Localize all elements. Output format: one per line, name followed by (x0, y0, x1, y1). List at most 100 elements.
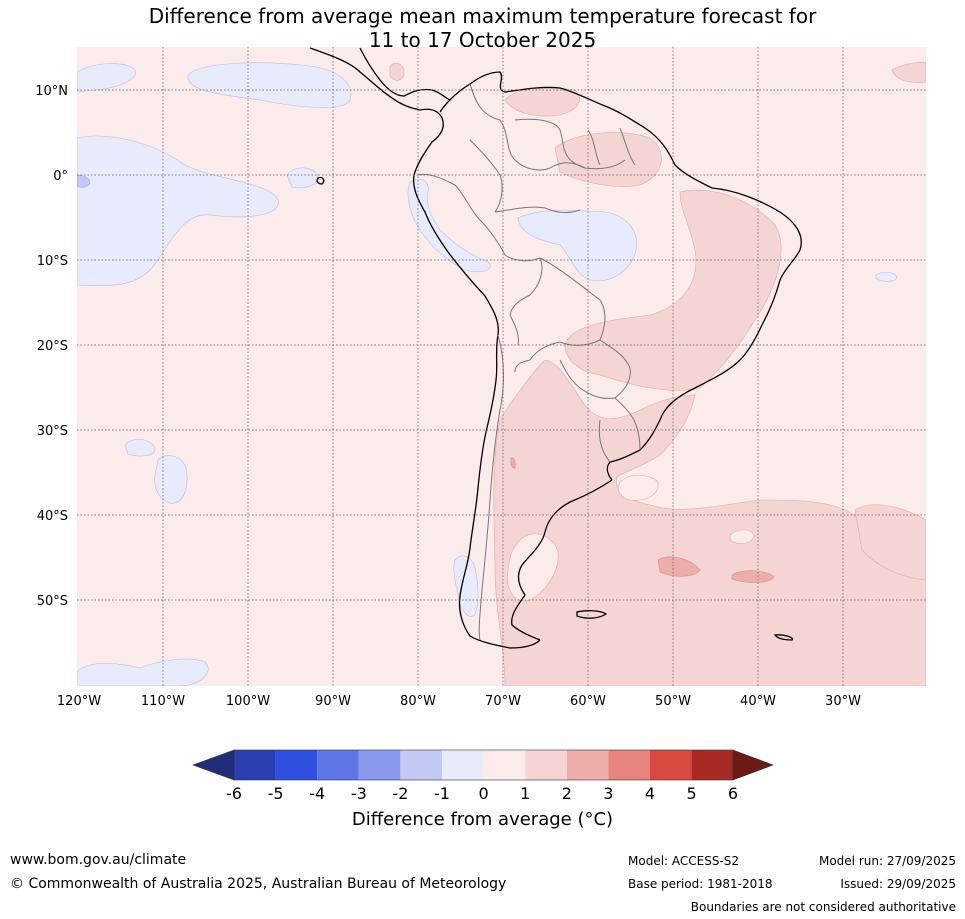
lat-label-10n: 10°N (35, 84, 68, 99)
lon-label-120w: 120°W (57, 694, 101, 709)
cool-region-south-pacific-small (124, 439, 156, 457)
colorbar-title: Difference from average (°C) (351, 809, 614, 830)
coastline-argentina-atlantic (511, 479, 613, 641)
colorbar-segment-neg5-neg4 (275, 750, 318, 780)
colorbar-label-neg4: -4 (309, 784, 325, 803)
colorbar-segment-2-3 (566, 750, 609, 780)
colorbar-label-6: 6 (728, 784, 738, 803)
colorbar-label-neg2: -2 (392, 784, 408, 803)
coastline-falklands (576, 610, 608, 619)
neutral-pocket-south-atlantic (729, 529, 755, 544)
copyright-notice: © Commonwealth of Australia 2025, Austra… (10, 876, 507, 892)
border-bolivia (514, 257, 606, 373)
title-line-1: Difference from average mean maximum tem… (148, 4, 817, 28)
warm-spot-andes (510, 457, 516, 469)
lon-label-70w: 70°W (485, 694, 521, 709)
coastline-galapagos (316, 176, 325, 185)
cool-region-equatorial-pacific (77, 135, 279, 286)
cool-region-far-south (77, 658, 209, 686)
colorbar-label-3: 3 (603, 784, 613, 803)
lat-label-10s: 10°S (37, 254, 68, 269)
lon-label-40w: 40°W (740, 694, 776, 709)
warm-region-south-atlantic-east (854, 504, 926, 581)
colorbar-segment-neg3-neg2 (358, 750, 401, 780)
model-name: Model: ACCESS-S2 (628, 854, 740, 868)
colorbar-label-neg3: -3 (351, 784, 367, 803)
colorbar-segment-5-6 (691, 750, 734, 780)
colorbar-label-0: 0 (479, 784, 489, 803)
cool-region-amazon (517, 210, 637, 282)
border-guianas (587, 127, 636, 166)
lon-label-90w: 90°W (315, 694, 351, 709)
cool-region-galapagos (286, 167, 319, 189)
boundaries-disclaimer: Boundaries are not considered authoritat… (690, 900, 956, 914)
lat-label-20s: 20°S (37, 339, 68, 354)
warm-region-north-atlantic (891, 61, 926, 83)
border-venezuela (514, 118, 626, 170)
lon-label-110w: 110°W (141, 694, 185, 709)
warm-region-brazil-east (564, 189, 782, 391)
lat-label-30s: 30°S (37, 424, 68, 439)
colorbar-label-neg1: -1 (434, 784, 450, 803)
colorbar-label-2: 2 (562, 784, 572, 803)
border-colombia (469, 83, 586, 213)
colorbar-segment-neg2-neg1 (400, 750, 442, 780)
colorbar-segment-neg1-0 (442, 750, 484, 780)
colorbar-segment-neg4-neg3 (317, 750, 359, 780)
colorbar-label-neg6: -6 (226, 784, 242, 803)
lon-label-100w: 100°W (226, 694, 270, 709)
lon-label-50w: 50°W (655, 694, 691, 709)
base-period: Base period: 1981-2018 (628, 877, 773, 891)
coastline-central-america (309, 47, 444, 176)
graticule (77, 47, 926, 686)
model-run-date: Model run: 27/09/2025 (818, 854, 956, 868)
coastline-south-america-north (439, 71, 713, 189)
lat-label-0: 0° (53, 169, 68, 184)
coastline-yucatan-caribbean (359, 47, 451, 101)
border-chile-argentina (478, 334, 505, 641)
neutral-pocket-argentina (618, 474, 659, 501)
cool-region-central-america-pacific (187, 62, 352, 108)
chart-title: Difference from average mean maximum tem… (0, 4, 965, 52)
colorbar-segment-0-1 (483, 750, 526, 780)
warm-region-guianas (554, 132, 662, 187)
border-ecuador-peru (417, 173, 541, 262)
lon-label-60w: 60°W (570, 694, 606, 709)
colorbar-segment-1-2 (525, 750, 567, 780)
lat-label-50s: 50°S (37, 594, 68, 609)
cool-region-south-pacific (154, 455, 188, 504)
website-link[interactable]: www.bom.gov.au/climate (10, 852, 187, 868)
coastline-brazil-east (639, 187, 802, 451)
country-borders (417, 83, 641, 641)
lon-label-80w: 80°W (400, 694, 436, 709)
colorbar-right-arrow (732, 749, 774, 781)
issued-date: Issued: 29/09/2025 (840, 877, 956, 891)
colorbar-outline (233, 749, 734, 781)
warm-spot-south-atlantic-2 (731, 570, 775, 583)
cool-region-north-pacific (77, 63, 137, 93)
colorbar-segment-neg6-neg5 (234, 750, 276, 780)
cool-region-atlantic (875, 271, 898, 282)
colorbar-segment-4-5 (650, 750, 692, 780)
coastline-south-georgia (773, 634, 794, 641)
colorbar-label-4: 4 (645, 784, 655, 803)
coastline-pacific-south-america (412, 174, 541, 649)
lon-label-30w: 30°W (825, 694, 861, 709)
cool-spot-equator (77, 175, 91, 188)
colorbar-tick-labels: -6 -5 -4 -3 -2 -1 0 1 2 3 4 5 6 (226, 784, 738, 803)
colorbar-label-neg5: -5 (268, 784, 284, 803)
colorbar-label-5: 5 (687, 784, 697, 803)
lat-label-40s: 40°S (37, 509, 68, 524)
border-brazil-west (494, 206, 581, 346)
colorbar-segment-3-4 (608, 750, 650, 780)
longitude-labels: 120°W 110°W 100°W 90°W 80°W 70°W 60°W 50… (57, 694, 861, 709)
colorbar-label-1: 1 (520, 784, 530, 803)
anomaly-contours (77, 61, 926, 686)
latitude-labels: 10°N 0° 10°S 20°S 30°S 40°S 50°S (35, 84, 68, 609)
colorbar-left-arrow (192, 749, 235, 781)
border-uruguay (598, 397, 641, 463)
coastlines (309, 47, 802, 649)
colorbar: -6 -5 -4 -3 -2 -1 0 1 2 3 4 5 6 (192, 749, 774, 803)
warm-spot-south-atlantic-1 (657, 556, 701, 577)
